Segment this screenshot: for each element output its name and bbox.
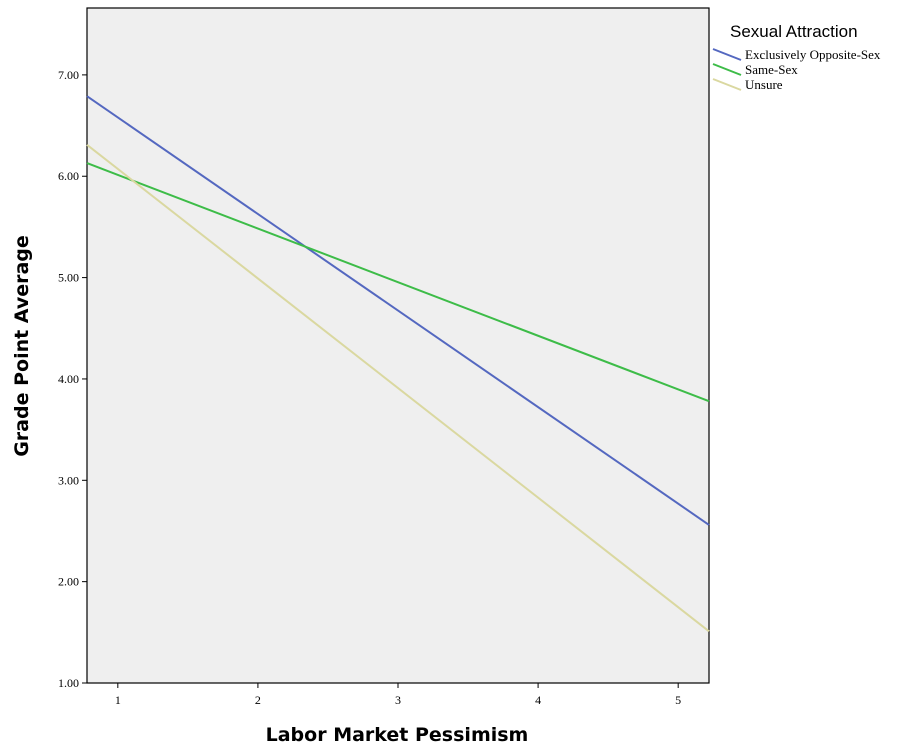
series-line-1 — [86, 95, 710, 526]
y-tick-label: 1.00 — [58, 676, 79, 690]
legend-item: Unsure — [712, 77, 783, 92]
legend-label: Exclusively Opposite-Sex — [745, 47, 881, 62]
x-axis: 1 2 3 4 5 — [115, 683, 681, 707]
legend: Sexual Attraction Exclusively Opposite-S… — [712, 22, 881, 92]
x-tick-label: 3 — [395, 693, 401, 707]
legend-title: Sexual Attraction — [730, 22, 858, 41]
series-layer — [86, 95, 710, 633]
y-tick-label: 7.00 — [58, 68, 79, 82]
y-axis: 1.00 2.00 3.00 4.00 5.00 6.00 7.00 — [58, 68, 87, 690]
series-line-2 — [86, 162, 710, 403]
y-axis-title: Grade Point Average — [11, 235, 33, 457]
x-tick-label: 5 — [675, 693, 681, 707]
legend-swatch — [712, 63, 742, 76]
y-tick-label: 3.00 — [58, 473, 79, 487]
x-axis-title: Labor Market Pessimism — [266, 724, 529, 746]
y-tick-label: 4.00 — [58, 372, 79, 386]
legend-item: Exclusively Opposite-Sex — [712, 47, 881, 62]
legend-label: Same-Sex — [745, 62, 798, 77]
y-tick-label: 6.00 — [58, 169, 79, 183]
plot-area — [86, 7, 710, 684]
y-tick-label: 2.00 — [58, 575, 79, 589]
legend-swatch — [712, 78, 742, 91]
x-tick-label: 4 — [535, 693, 541, 707]
legend-swatch — [712, 48, 742, 61]
y-tick-label: 5.00 — [58, 271, 79, 285]
series-line-3 — [86, 144, 710, 633]
x-tick-label: 2 — [255, 693, 261, 707]
legend-item: Same-Sex — [712, 62, 798, 77]
x-tick-label: 1 — [115, 693, 121, 707]
legend-label: Unsure — [745, 77, 783, 92]
